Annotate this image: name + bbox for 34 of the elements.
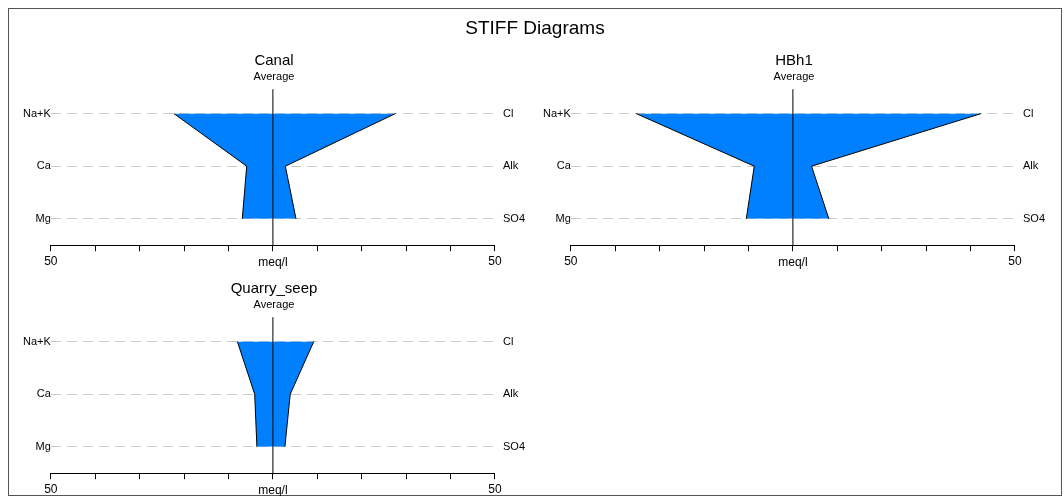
x-tick-label: 50: [44, 253, 58, 268]
y-tick-label: Mg: [35, 439, 51, 452]
y-tick-label: Ca: [36, 159, 52, 172]
x-tick-label: 50: [564, 253, 578, 268]
y2-tick-label: Cl: [502, 334, 514, 347]
x-tick-label: 50: [1008, 253, 1022, 268]
x-axis-title: meq/l: [258, 255, 288, 270]
text: STIFF Diagrams: [465, 17, 605, 38]
x-tick-label: 50: [488, 481, 502, 496]
y2-tick-label: SO4: [502, 439, 525, 452]
y2-tick-label: SO4: [502, 211, 525, 224]
chart-title: Canal: [254, 51, 294, 69]
chart-subtitle: Average: [253, 297, 295, 310]
y-tick-label: Ca: [36, 387, 52, 400]
y-tick-label: Na+K: [22, 334, 52, 347]
y2-tick-label: Cl: [1022, 106, 1034, 119]
y-tick-label: Mg: [555, 211, 571, 224]
x-tick-label: 50: [488, 253, 502, 268]
y2-tick-label: Alk: [502, 387, 519, 400]
y-tick-label: Na+K: [22, 106, 52, 119]
x-axis-title: meq/l: [258, 483, 288, 496]
y-tick-label: Ca: [556, 159, 572, 172]
chart-title: HBh1: [775, 51, 813, 69]
y2-tick-label: Cl: [502, 106, 514, 119]
y-tick-label: Na+K: [542, 106, 572, 119]
chart-subtitle: Average: [253, 69, 295, 82]
y2-tick-label: SO4: [1022, 211, 1045, 224]
y2-tick-label: Alk: [502, 159, 519, 172]
x-tick-label: 50: [44, 481, 58, 496]
chart-title: Quarry_seep: [230, 279, 318, 297]
x-axis-title: meq/l: [778, 255, 808, 270]
chart-subtitle: Average: [773, 69, 815, 82]
y-tick-label: Mg: [35, 211, 51, 224]
y2-tick-label: Alk: [1022, 159, 1039, 172]
